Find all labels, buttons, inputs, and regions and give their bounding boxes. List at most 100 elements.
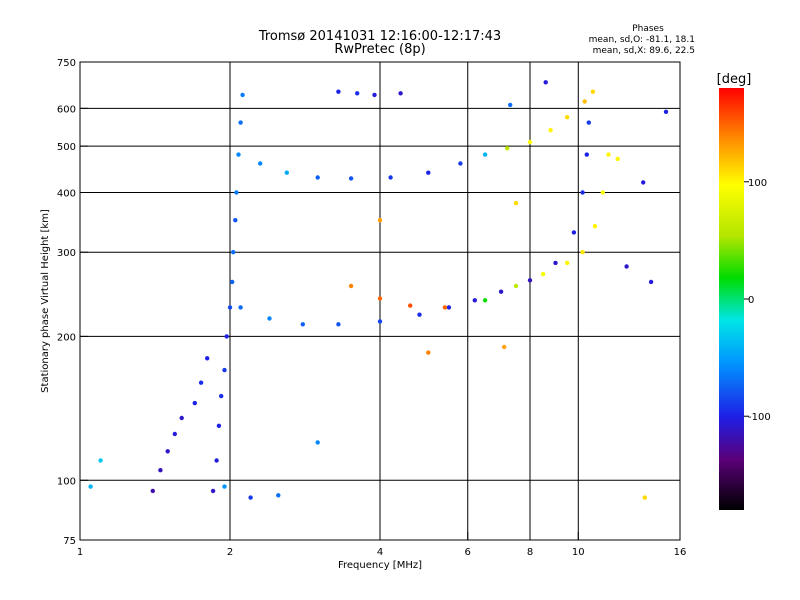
data-point <box>458 161 463 166</box>
y-tick-label: 500 <box>57 142 76 153</box>
x-axis-label: Frequency [MHz] <box>338 560 422 571</box>
data-point <box>543 80 548 85</box>
data-point <box>205 356 210 361</box>
data-point <box>472 298 477 303</box>
stats-o-mode: mean, sd,O: -81.1, 18.1 <box>589 35 695 45</box>
data-point <box>222 484 227 489</box>
data-point <box>248 495 253 500</box>
data-point <box>198 380 204 385</box>
data-point <box>580 190 585 195</box>
data-point <box>377 296 383 301</box>
y-tick-label: 300 <box>57 248 76 259</box>
data-point <box>179 415 184 421</box>
y-tick-label: 600 <box>57 104 76 115</box>
data-point <box>227 305 233 310</box>
data-point <box>641 180 646 185</box>
colorbar <box>719 88 744 510</box>
data-point <box>377 319 383 324</box>
data-point <box>508 102 513 108</box>
data-point <box>315 175 320 180</box>
data-point <box>230 279 235 285</box>
x-tick-label: 10 <box>572 547 585 558</box>
data-point <box>267 316 272 321</box>
chart-title: Tromsø 20141031 12:16:00-12:17:43 <box>258 29 501 44</box>
data-point <box>210 488 216 494</box>
data-point <box>505 146 510 151</box>
data-point <box>592 224 598 229</box>
data-point <box>553 260 558 266</box>
data-point <box>233 218 238 223</box>
colorbar-tick-label: 100 <box>748 178 767 189</box>
stats-x-mode: mean, sd,X: 89.6, 22.5 <box>593 46 695 56</box>
data-point <box>442 305 448 310</box>
y-tick-label: 100 <box>57 476 76 487</box>
data-point <box>98 458 103 463</box>
data-point <box>426 170 431 175</box>
y-tick-label: 75 <box>63 536 76 547</box>
x-tick-label: 8 <box>527 547 533 558</box>
data-point <box>158 468 163 473</box>
data-point <box>502 344 507 350</box>
data-point <box>565 115 570 120</box>
data-point <box>192 400 197 406</box>
data-point <box>624 264 629 269</box>
data-point <box>482 152 488 157</box>
data-point <box>398 91 403 96</box>
colorbar-tick-label: -100 <box>748 412 771 423</box>
data-point <box>348 176 354 181</box>
y-tick-label: 200 <box>57 332 76 343</box>
data-point <box>615 156 620 162</box>
data-point <box>642 495 647 500</box>
y-tick-label: 400 <box>57 188 76 199</box>
data-point <box>355 91 360 96</box>
data-point <box>513 200 519 206</box>
data-point <box>276 493 281 498</box>
data-point <box>336 89 341 94</box>
data-point <box>88 484 93 489</box>
y-axis-label: Stationary phase Virtual Height [km] <box>40 209 51 393</box>
data-point <box>348 283 354 289</box>
x-tick-label: 16 <box>674 547 687 558</box>
data-point <box>315 440 320 445</box>
data-point <box>446 305 452 310</box>
data-point <box>165 449 170 454</box>
chart-subtitle: RwPretec (8p) <box>334 42 425 57</box>
axes: 1 2 4 6 8 10 16 75 100 200 300 400 500 600 750 <box>57 58 686 558</box>
grid-lines <box>80 62 680 540</box>
stats-heading: Phases <box>632 24 664 34</box>
data-point <box>219 393 224 399</box>
data-point <box>527 139 533 145</box>
x-tick-label: 6 <box>465 547 471 558</box>
data-point <box>222 367 227 373</box>
data-point <box>426 350 431 355</box>
data-point <box>498 289 504 294</box>
colorbar-ticks: 100 0 -100 <box>744 178 771 423</box>
data-point <box>214 458 219 463</box>
data-point <box>216 423 222 428</box>
data-point <box>606 152 611 157</box>
data-point <box>600 190 605 195</box>
x-tick-label: 2 <box>227 547 233 558</box>
data-point <box>548 128 553 133</box>
data-point <box>238 305 243 310</box>
data-point <box>240 92 245 98</box>
data-point <box>586 120 591 125</box>
data-point <box>284 170 289 175</box>
data-points <box>88 80 669 500</box>
data-point <box>238 120 243 125</box>
data-point <box>172 431 177 437</box>
data-point <box>513 283 519 289</box>
data-point <box>224 334 229 339</box>
data-point <box>417 312 422 317</box>
data-point <box>580 250 585 255</box>
data-point <box>150 488 155 494</box>
data-point <box>258 161 263 166</box>
x-tick-label: 1 <box>77 547 83 558</box>
colorbar-label: [deg] <box>717 72 752 87</box>
y-tick-label: 750 <box>57 58 76 69</box>
data-point <box>482 298 488 303</box>
data-point <box>300 322 305 327</box>
data-point <box>540 271 546 277</box>
data-point <box>527 278 533 283</box>
data-point <box>648 279 654 285</box>
